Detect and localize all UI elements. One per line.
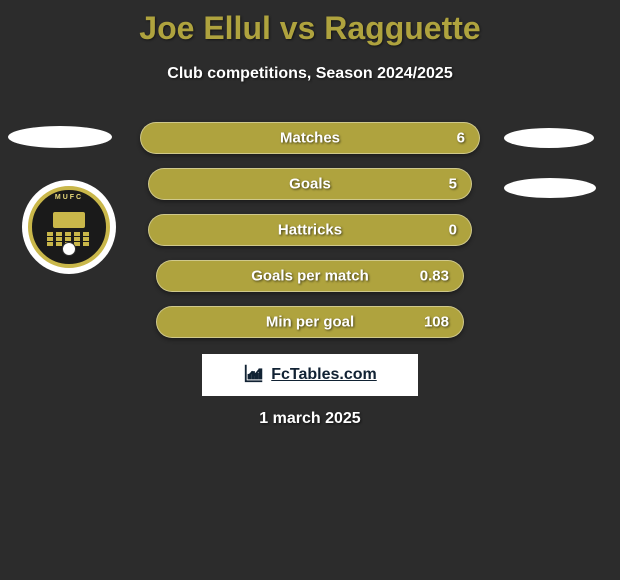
- stat-label: Goals per match: [251, 268, 369, 285]
- stat-bar: Goals per match 0.83: [156, 260, 464, 292]
- stat-bar: Goals 5: [148, 168, 472, 200]
- player-silhouette-right-1: [504, 128, 594, 148]
- stat-row: Matches 6: [140, 122, 480, 154]
- stat-label: Matches: [280, 130, 340, 147]
- date-label: 1 march 2025: [259, 410, 360, 428]
- player-silhouette-right-2: [504, 178, 596, 198]
- stat-bar: Hattricks 0: [148, 214, 472, 246]
- page-subtitle: Club competitions, Season 2024/2025: [0, 65, 620, 83]
- club-badge-code: MUFC: [55, 194, 83, 201]
- stat-value: 0: [449, 222, 457, 239]
- stat-label: Goals: [289, 176, 331, 193]
- stats-container: Matches 6 Goals 5 Hattricks 0 Goals per match 0…: [140, 122, 480, 352]
- bar-chart-icon: [243, 362, 265, 389]
- stat-label: Min per goal: [266, 314, 354, 331]
- brand-link[interactable]: FcTables.com: [202, 354, 418, 396]
- brand-label: FcTables.com: [271, 366, 377, 384]
- stat-row: Min per goal 108: [140, 306, 480, 338]
- stat-value: 0.83: [420, 268, 449, 285]
- stat-label: Hattricks: [278, 222, 342, 239]
- stat-value: 108: [424, 314, 449, 331]
- club-badge: MUFC: [22, 180, 116, 274]
- stat-value: 5: [449, 176, 457, 193]
- stat-bar: Matches 6: [140, 122, 480, 154]
- page-title: Joe Ellul vs Ragguette: [0, 0, 620, 47]
- club-badge-ball-icon: [62, 242, 76, 256]
- stat-row: Goals 5: [140, 168, 480, 200]
- club-badge-inner: MUFC: [28, 186, 110, 268]
- stat-bar: Min per goal 108: [156, 306, 464, 338]
- club-badge-lion-icon: [53, 212, 85, 228]
- stat-value: 6: [457, 130, 465, 147]
- stat-row: Goals per match 0.83: [140, 260, 480, 292]
- stat-row: Hattricks 0: [140, 214, 480, 246]
- player-silhouette-left: [8, 126, 112, 148]
